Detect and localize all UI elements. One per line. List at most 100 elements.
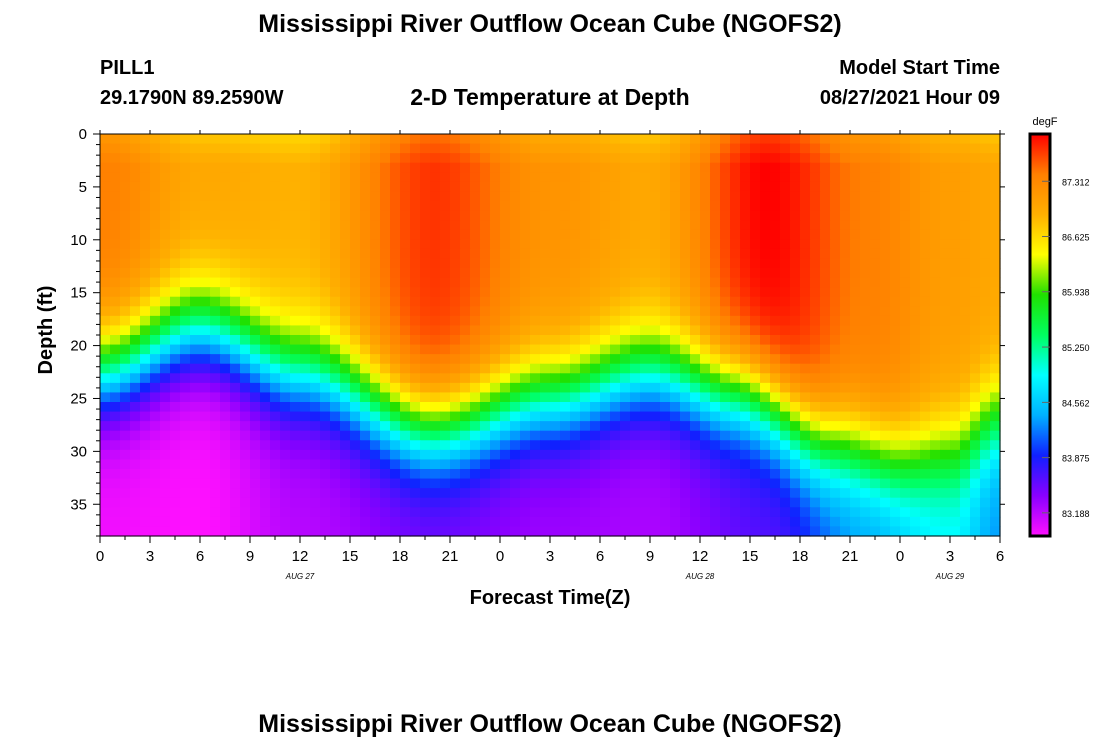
heatmap-cell bbox=[890, 210, 901, 221]
heatmap-cell bbox=[850, 325, 861, 336]
heatmap-cell bbox=[960, 335, 971, 346]
heatmap-cell bbox=[970, 143, 981, 154]
heatmap-cell bbox=[430, 162, 441, 173]
heatmap-cell bbox=[670, 315, 681, 327]
heatmap-cell bbox=[760, 449, 771, 461]
heatmap-cell bbox=[260, 363, 271, 374]
heatmap-cell bbox=[910, 181, 921, 193]
heatmap-cell bbox=[520, 392, 531, 403]
heatmap-cell bbox=[730, 421, 741, 432]
heatmap-cell bbox=[270, 469, 281, 480]
heatmap-cell bbox=[440, 181, 451, 193]
heatmap-cell bbox=[480, 162, 491, 173]
heatmap-cell bbox=[420, 229, 431, 240]
heatmap-cell bbox=[580, 306, 591, 317]
heatmap-cell bbox=[330, 306, 341, 317]
heatmap-cell bbox=[180, 239, 191, 250]
heatmap-cell bbox=[610, 134, 621, 145]
heatmap-cell bbox=[570, 411, 581, 422]
heatmap-cell bbox=[450, 248, 461, 260]
heatmap-cell bbox=[350, 248, 361, 260]
heatmap-cell bbox=[890, 507, 901, 518]
heatmap-cell bbox=[950, 153, 961, 164]
heatmap-cell bbox=[890, 335, 901, 346]
heatmap-cell bbox=[640, 335, 651, 346]
heatmap-cell bbox=[770, 516, 781, 528]
heatmap-cell bbox=[420, 392, 431, 403]
heatmap-cell bbox=[530, 411, 541, 422]
heatmap-cell bbox=[480, 449, 491, 461]
heatmap-cell bbox=[200, 526, 211, 537]
heatmap-cell bbox=[320, 201, 331, 212]
heatmap-cell bbox=[490, 430, 501, 441]
heatmap-cell bbox=[210, 248, 221, 260]
heatmap-cell bbox=[680, 421, 691, 432]
heatmap-cell bbox=[970, 516, 981, 528]
heatmap-cell bbox=[770, 181, 781, 193]
heatmap-cell bbox=[840, 306, 851, 317]
heatmap-cell bbox=[460, 143, 471, 154]
heatmap-cell bbox=[740, 402, 751, 413]
heatmap-cell bbox=[330, 229, 341, 240]
heatmap-cell bbox=[310, 153, 321, 164]
heatmap-cell bbox=[520, 469, 531, 480]
heatmap-cell bbox=[280, 258, 291, 269]
heatmap-cell bbox=[290, 392, 301, 403]
heatmap-cell bbox=[840, 516, 851, 528]
heatmap-cell bbox=[920, 478, 931, 489]
heatmap-cell bbox=[270, 134, 281, 145]
heatmap-cell bbox=[560, 229, 571, 240]
heatmap-cell bbox=[530, 220, 541, 231]
heatmap-cell bbox=[150, 248, 161, 260]
heatmap-cell bbox=[790, 201, 801, 212]
heatmap-cell bbox=[730, 449, 741, 461]
heatmap-cell bbox=[820, 507, 831, 518]
heatmap-cell bbox=[100, 363, 111, 374]
heatmap-cell bbox=[180, 469, 191, 480]
heatmap-cell bbox=[830, 268, 841, 279]
heatmap-cell bbox=[640, 382, 651, 394]
heatmap-cell bbox=[550, 296, 561, 307]
heatmap-cell bbox=[700, 449, 711, 461]
heatmap-cell bbox=[150, 488, 161, 499]
heatmap-cell bbox=[190, 507, 201, 518]
heatmap-cell bbox=[980, 373, 991, 384]
heatmap-cell bbox=[610, 411, 621, 422]
heatmap-cell bbox=[990, 335, 1001, 346]
heatmap-cell bbox=[840, 469, 851, 480]
heatmap-cell bbox=[630, 172, 641, 183]
heatmap-cell bbox=[110, 248, 121, 260]
heatmap-cell bbox=[380, 488, 391, 499]
heatmap-cell bbox=[740, 306, 751, 317]
heatmap-cell bbox=[360, 469, 371, 480]
heatmap-cell bbox=[970, 392, 981, 403]
heatmap-cell bbox=[240, 172, 251, 183]
heatmap-cell bbox=[880, 162, 891, 173]
heatmap-cell bbox=[590, 287, 601, 298]
heatmap-cell bbox=[250, 363, 261, 374]
heatmap-cell bbox=[100, 430, 111, 441]
heatmap-cell bbox=[450, 335, 461, 346]
heatmap-cell bbox=[980, 191, 991, 202]
heatmap-cell bbox=[770, 373, 781, 384]
heatmap-cell bbox=[930, 488, 941, 499]
heatmap-cell bbox=[980, 287, 991, 298]
heatmap-cell bbox=[700, 258, 711, 269]
heatmap-cell bbox=[390, 134, 401, 145]
heatmap-cell bbox=[250, 440, 261, 451]
heatmap-cell bbox=[630, 210, 641, 221]
heatmap-cell bbox=[940, 306, 951, 317]
heatmap-cell bbox=[830, 325, 841, 336]
heatmap-cell bbox=[610, 248, 621, 260]
heatmap-cell bbox=[890, 201, 901, 212]
heatmap-cell bbox=[540, 162, 551, 173]
heatmap-cell bbox=[190, 411, 201, 422]
heatmap-cell bbox=[870, 172, 881, 183]
heatmap-cell bbox=[780, 315, 791, 327]
heatmap-cell bbox=[730, 191, 741, 202]
heatmap-cell bbox=[660, 258, 671, 269]
heatmap-cell bbox=[210, 363, 221, 374]
heatmap-cell bbox=[950, 497, 961, 508]
heatmap-cell bbox=[370, 239, 381, 250]
heatmap-cell bbox=[180, 153, 191, 164]
